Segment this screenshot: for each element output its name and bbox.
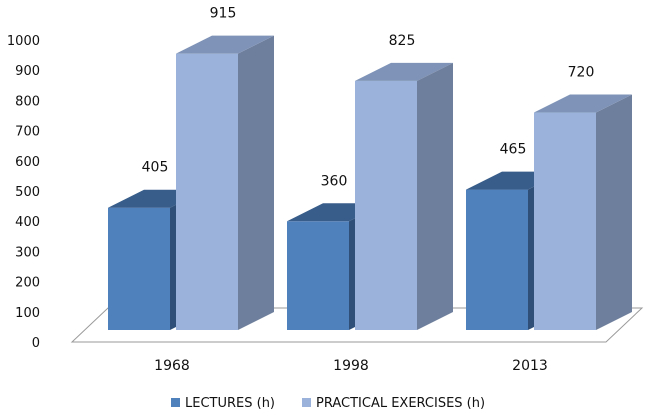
y-tick-label: 1000 — [7, 34, 40, 49]
data-label: 825 — [389, 33, 416, 49]
y-tick-label: 200 — [15, 276, 40, 291]
bar-side — [417, 62, 453, 330]
legend-swatch — [171, 398, 180, 407]
bar-top — [176, 35, 274, 54]
y-tick-label: 400 — [15, 215, 40, 230]
data-label: 465 — [500, 142, 527, 158]
y-tick-label: 700 — [15, 125, 40, 140]
x-tick-label: 1998 — [333, 358, 369, 374]
data-label: 720 — [568, 65, 595, 81]
bar — [534, 112, 596, 330]
bar-side — [596, 94, 632, 330]
y-tick-label: 900 — [15, 64, 40, 79]
bar — [176, 53, 238, 331]
bar — [466, 189, 528, 330]
y-tick-label: 0 — [32, 336, 40, 351]
bar-top — [355, 62, 453, 81]
data-label: 915 — [210, 6, 237, 22]
legend-label: LECTURES (h) — [185, 396, 275, 411]
y-tick-label: 300 — [15, 245, 40, 260]
y-tick-label: 800 — [15, 94, 40, 109]
bar-side — [238, 35, 274, 331]
legend-swatch — [302, 398, 311, 407]
y-tick-label: 500 — [15, 185, 40, 200]
y-tick-label: 600 — [15, 155, 40, 170]
bar — [355, 80, 417, 330]
y-tick-label: 100 — [15, 306, 40, 321]
data-label: 360 — [321, 173, 348, 189]
x-tick-label: 2013 — [512, 358, 548, 374]
data-label: 405 — [142, 160, 169, 176]
legend-label: PRACTICAL EXERCISES (h) — [316, 396, 485, 411]
bar — [108, 207, 170, 330]
bar-top — [534, 94, 632, 113]
x-tick-label: 1968 — [154, 358, 190, 374]
bar — [287, 221, 349, 330]
